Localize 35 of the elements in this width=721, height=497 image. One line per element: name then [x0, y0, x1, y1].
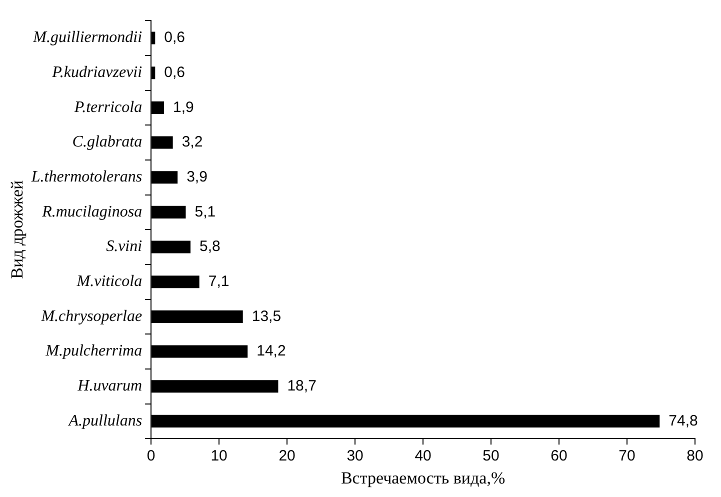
data-label: 18,7 — [287, 377, 316, 394]
y-tick-label: M.viticola — [76, 273, 142, 290]
data-label: 0,6 — [164, 64, 186, 81]
data-label: 3,2 — [182, 134, 203, 151]
data-label: 74,8 — [668, 412, 698, 430]
data-label: 1,9 — [172, 98, 194, 116]
data-label: 3,9 — [186, 168, 208, 186]
data-label: 13,5 — [252, 308, 282, 325]
y-tick-label: S.vini — [106, 238, 142, 256]
x-tick-label: 10 — [210, 448, 228, 465]
y-tick-label: P.terricola — [73, 98, 142, 116]
x-tick-label: 40 — [414, 448, 432, 465]
y-tick-label: R.mucilaginosa — [41, 203, 142, 220]
x-tick-label: 0 — [146, 448, 156, 465]
x-tick-label: 30 — [346, 448, 364, 465]
y-tick-label: H.uvarum — [76, 378, 142, 395]
y-tick-label: A.pullulans — [68, 412, 142, 430]
data-label: 14,2 — [256, 342, 286, 360]
y-tick-label: P.kudriavzevii — [51, 64, 142, 82]
x-tick-label: 80 — [686, 448, 704, 465]
data-label: 7,1 — [208, 272, 230, 290]
y-tick-label: M.pulcherrima — [44, 342, 142, 360]
x-tick-label: 70 — [618, 448, 636, 465]
x-tick-label: 20 — [278, 448, 296, 465]
y-tick-label: M.chrysoperlae — [40, 308, 142, 325]
y-tick-label: M.guilliermondii — [32, 29, 142, 46]
y-tick-label: C.glabrata — [72, 134, 142, 151]
data-label: 5,1 — [194, 203, 216, 220]
y-tick-label: L.thermotolerans — [30, 168, 142, 186]
x-tick-label: 60 — [550, 448, 568, 465]
data-label: 5,8 — [200, 238, 220, 256]
x-tick-label: 50 — [482, 448, 500, 465]
x-axis-title: Встречаемость вида,% — [340, 468, 506, 488]
y-axis-title: Вид дрожжей — [8, 180, 27, 279]
data-label: 0,6 — [164, 29, 186, 46]
